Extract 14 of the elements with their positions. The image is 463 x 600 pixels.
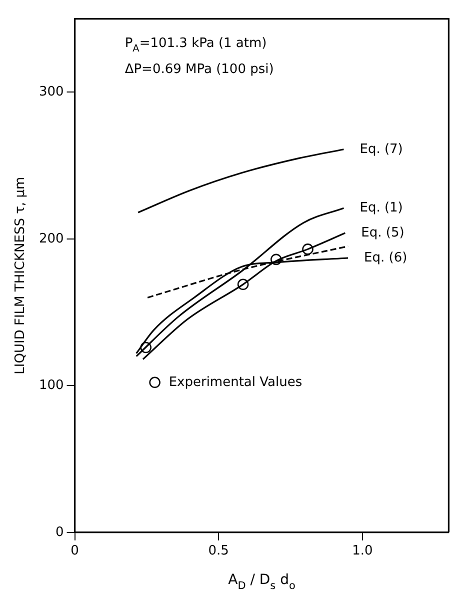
x-tick-label: 1.0: [352, 544, 373, 559]
y-tick-label: 200: [38, 231, 64, 246]
x-tick-label: 0: [70, 544, 79, 559]
y-axis-title: LIQUID FILM THICKNESS τ, μm: [13, 176, 28, 374]
series-label: Eq. (6): [364, 250, 408, 266]
annotation: ΔP=0.69 MPa (100 psi): [124, 62, 274, 77]
x-tick-label: 0.5: [208, 544, 229, 559]
series-label: Eq. (1): [360, 200, 403, 216]
series-label: Eq. (7): [360, 142, 403, 157]
y-tick-label: 0: [56, 524, 64, 540]
series-label: Eq. (5): [361, 225, 404, 240]
y-tick-label: 100: [38, 378, 64, 394]
legend-label: Experimental Values: [168, 374, 302, 390]
y-tick-label: 300: [38, 84, 64, 100]
